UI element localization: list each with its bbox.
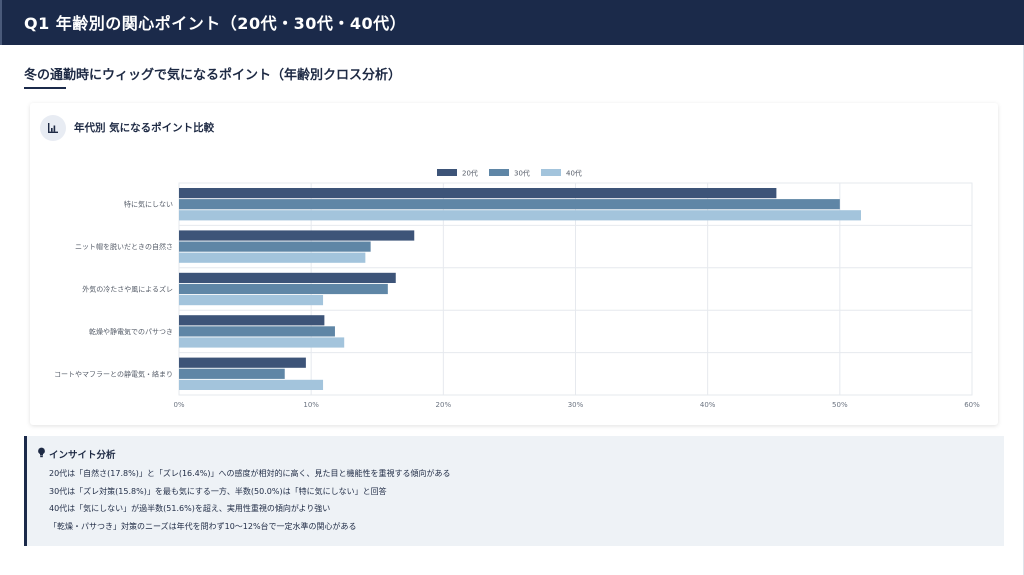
legend-label: 40代 bbox=[566, 169, 582, 178]
bar-30代 bbox=[179, 368, 285, 379]
bar-20代 bbox=[179, 188, 777, 199]
bar-20代 bbox=[179, 357, 306, 368]
insight-item: 40代は「気にしない」が過半数(51.6%)を超え、実用性重視の傾向がより強い bbox=[49, 504, 331, 513]
category-label: 特に気にしない bbox=[124, 200, 173, 209]
x-tick-label: 60% bbox=[964, 401, 980, 409]
bar-40代 bbox=[179, 379, 324, 390]
bar-30代 bbox=[179, 326, 335, 337]
insight-item: 「乾燥・パサつき」対策のニーズは年代を問わず10〜12%台で一定水準の関心がある bbox=[49, 521, 357, 531]
bar-30代 bbox=[179, 241, 371, 252]
bar-30代 bbox=[179, 283, 388, 295]
bar-20代 bbox=[179, 272, 396, 283]
chart-card-title: 年代別 気になるポイント比較 bbox=[74, 122, 215, 134]
legend-swatch bbox=[437, 169, 457, 176]
insight-item: 30代は「ズレ対策(15.8%)」を最も気にする一方、半数(50.0%)は「特に… bbox=[49, 486, 387, 496]
x-tick-label: 40% bbox=[700, 401, 716, 409]
x-tick-label: 20% bbox=[436, 401, 452, 409]
page-header: Q1 年齢別の関心ポイント（20代・30代・40代） bbox=[0, 0, 1024, 45]
legend-swatch bbox=[489, 169, 509, 176]
bar-20代 bbox=[179, 315, 325, 326]
bar-chart: 0% 10% 20% 30% 40% 50% 60% 特に気にしないニット帽を脱いだときの自然… bbox=[54, 169, 980, 410]
x-tick-label: 50% bbox=[832, 401, 848, 409]
insight-item: 20代は「自然さ(17.8%)」と「ズレ(16.4%)」への感度が相対的に高く、… bbox=[49, 469, 451, 478]
bar-20代 bbox=[179, 230, 415, 241]
category-label: ニット帽を脱いだときの自然さ bbox=[75, 242, 173, 251]
bar-40代 bbox=[179, 210, 861, 221]
x-tick-label: 30% bbox=[568, 401, 584, 409]
bar-chart-icon bbox=[40, 115, 66, 141]
legend-swatch bbox=[541, 169, 561, 176]
chart-card: 年代別 気になるポイント比較 0% 10% 20% 30% 40% 50% 60% 特に気にし… bbox=[30, 103, 998, 425]
bar-40代 bbox=[179, 337, 345, 348]
x-tick-label: 0% bbox=[173, 401, 184, 409]
page-title: Q1 年齢別の関心ポイント（20代・30代・40代） bbox=[24, 14, 407, 33]
insight-panel: インサイト分析 20代は「自然さ(17.8%)」と「ズレ(16.4%)」への感度… bbox=[24, 436, 1004, 546]
legend-label: 20代 bbox=[462, 169, 478, 178]
category-label: 乾燥や静電気でのパサつき bbox=[89, 327, 173, 336]
insight-heading: インサイト分析 bbox=[37, 447, 116, 461]
bar-40代 bbox=[179, 295, 324, 306]
subtitle-underline bbox=[24, 87, 66, 89]
x-tick-label: 10% bbox=[303, 401, 319, 409]
category-label: コートやマフラーとの静電気・絡まり bbox=[54, 369, 173, 378]
insight-list: 20代は「自然さ(17.8%)」と「ズレ(16.4%)」への感度が相対的に高く、… bbox=[49, 468, 451, 538]
legend-label: 30代 bbox=[514, 169, 530, 178]
insight-title: インサイト分析 bbox=[49, 450, 116, 461]
category-label: 外気の冷たさや風によるズレ bbox=[82, 285, 173, 294]
lightbulb-icon bbox=[37, 447, 46, 461]
bar-40代 bbox=[179, 252, 366, 263]
section-subtitle: 冬の通勤時にウィッグで気になるポイント（年齢別クロス分析） bbox=[24, 68, 402, 83]
bar-30代 bbox=[179, 199, 840, 210]
